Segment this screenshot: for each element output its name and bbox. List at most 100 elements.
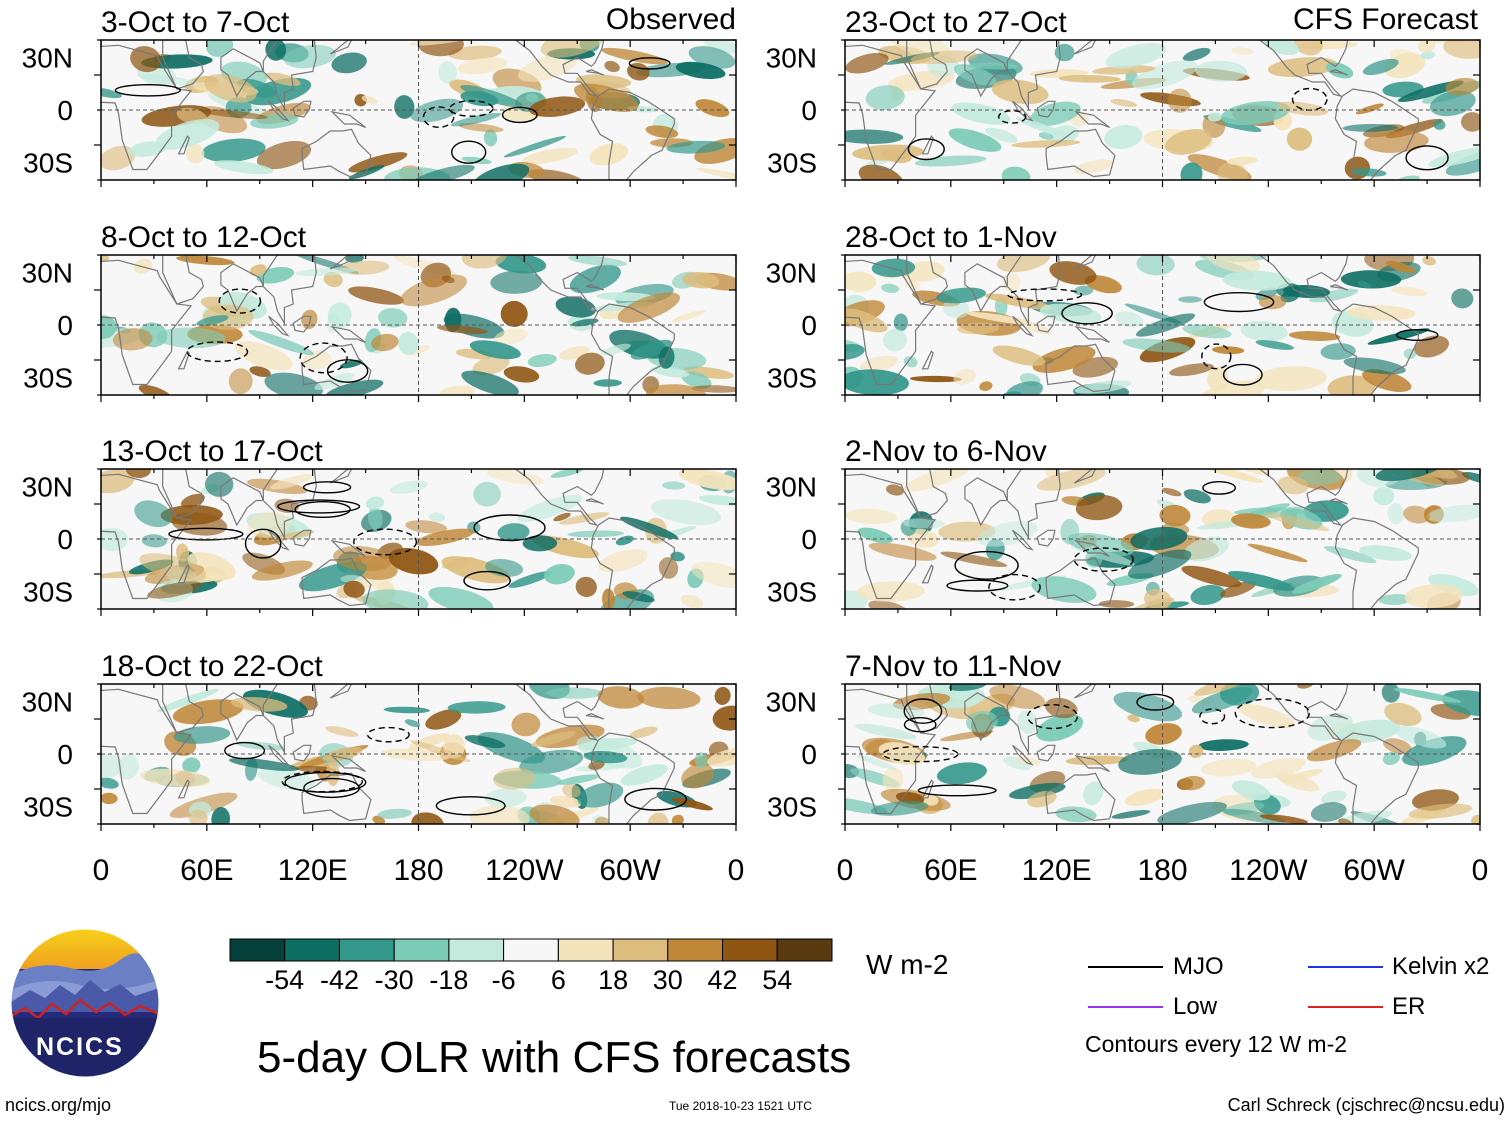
olr-anomaly (365, 496, 385, 510)
olr-anomaly (1403, 505, 1431, 524)
mjo-contour (1199, 708, 1226, 725)
olr-anomaly (494, 328, 528, 345)
coastline (177, 564, 190, 584)
olr-anomaly (1226, 156, 1258, 166)
map-panels: 30N 0 30S 3-Oct to 7-Oct 30N 0 30S 8-Oct to 12-… (22, 6, 1481, 831)
coastline (590, 517, 675, 609)
olr-anomaly (597, 686, 644, 709)
coastline (177, 135, 190, 155)
olr-anomaly (137, 73, 200, 86)
olr-anomaly (870, 800, 929, 816)
olr-anomaly (398, 331, 419, 355)
olr-anomaly (441, 556, 511, 584)
olr-anomaly (1220, 581, 1257, 598)
olr-anomaly (441, 275, 455, 284)
olr-anomaly (627, 62, 650, 81)
olr-anomaly (1190, 584, 1226, 606)
olr-anomaly (182, 757, 201, 774)
olr-anomaly (543, 564, 575, 585)
coastline (1334, 732, 1419, 824)
olr-anomaly (604, 60, 620, 73)
coastline (590, 303, 675, 395)
olr-anomaly (139, 553, 207, 582)
map-panel: 30N 0 30S 8-Oct to 12-Oct (22, 221, 737, 402)
olr-anomaly (1098, 600, 1135, 608)
y-tick-label: 30N (22, 43, 73, 74)
footer-author[interactable]: Carl Schreck (cjschrec@ncsu.edu) (1227, 1095, 1505, 1115)
olr-anomaly (1259, 814, 1309, 824)
olr-anomaly (1231, 780, 1271, 801)
olr-anomaly (871, 258, 916, 278)
olr-anomaly (264, 72, 301, 87)
olr-anomaly (428, 586, 494, 609)
olr-anomaly (201, 138, 266, 163)
olr-anomaly (180, 493, 205, 508)
olr-anomaly (1381, 684, 1400, 703)
olr-anomaly (112, 328, 153, 351)
olr-anomaly (370, 333, 399, 352)
olr-anomaly (989, 684, 1046, 709)
olr-anomaly (1461, 112, 1480, 132)
olr-anomaly (1387, 503, 1405, 525)
olr-anomaly (617, 292, 681, 323)
olr-anomaly (497, 523, 530, 542)
olr-anomaly (845, 508, 898, 525)
olr-anomaly (1075, 494, 1123, 521)
mjo-contour (366, 726, 410, 743)
x-tick-label: 120E (1022, 854, 1092, 887)
colorbar-segment (557, 938, 614, 962)
mjo-contour (954, 550, 1019, 580)
coastline (101, 44, 193, 171)
coastline (301, 557, 372, 607)
olr-anomaly (620, 516, 678, 540)
panel-title: 8-Oct to 12-Oct (101, 221, 307, 254)
coastline (1045, 343, 1116, 393)
colorbar-label: 42 (707, 965, 737, 995)
x-tick-label: 120W (485, 854, 564, 887)
olr-anomaly (464, 735, 506, 749)
coastline (262, 255, 317, 326)
olr-anomaly (1178, 296, 1202, 303)
olr-anomaly (1320, 790, 1347, 804)
olr-anomaly (1471, 814, 1480, 824)
olr-anomaly (189, 809, 208, 824)
olr-anomaly (1258, 294, 1287, 310)
olr-anomaly (1188, 744, 1204, 759)
panel-title: 3-Oct to 7-Oct (101, 6, 290, 39)
olr-anomaly (234, 341, 293, 371)
olr-anomaly (1017, 710, 1038, 734)
olr-anomaly (694, 752, 708, 768)
map-panel: 30N 0 30S 13-Oct to 17-Oct (22, 435, 737, 616)
colorbar-segment (229, 938, 286, 962)
olr-anomaly (671, 814, 684, 824)
olr-anomaly (1417, 40, 1436, 53)
olr-anomaly (910, 50, 979, 64)
olr-anomaly (985, 127, 1018, 143)
olr-anomaly (1293, 40, 1323, 56)
footer-timestamp: Tue 2018-10-23 1521 UTC (669, 1099, 812, 1113)
coastline (906, 40, 948, 90)
coastline (220, 692, 265, 742)
coastline (1036, 529, 1056, 547)
olr-anomaly (1104, 124, 1143, 150)
olr-anomaly (1015, 117, 1073, 140)
olr-anomaly (270, 530, 315, 541)
coastline (262, 469, 317, 540)
colorbar-segment (667, 938, 723, 962)
olr-anomaly (1136, 255, 1175, 276)
olr-anomaly (298, 561, 368, 592)
olr-anomaly (598, 549, 648, 573)
contour-note: Contours every 12 W m-2 (1085, 1031, 1348, 1057)
olr-anomaly (1193, 684, 1253, 696)
olr-anomaly (1408, 803, 1473, 819)
olr-anomaly (868, 542, 937, 561)
olr-anomaly (1029, 101, 1081, 127)
footer-url[interactable]: ncics.org/mjo (5, 1095, 112, 1115)
olr-anomaly (1032, 345, 1096, 373)
olr-anomaly (1343, 357, 1406, 375)
olr-anomaly (1122, 338, 1191, 353)
olr-anomaly (948, 128, 1002, 152)
mjo-contour (1203, 292, 1275, 313)
olr-anomaly (204, 74, 257, 103)
x-tick-label: 0 (93, 854, 110, 887)
